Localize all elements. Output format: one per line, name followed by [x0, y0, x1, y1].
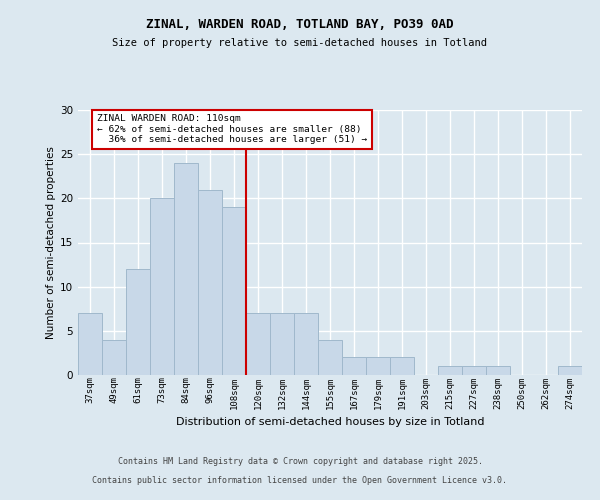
Text: ZINAL WARDEN ROAD: 110sqm
← 62% of semi-detached houses are smaller (88)
  36% o: ZINAL WARDEN ROAD: 110sqm ← 62% of semi-… [97, 114, 367, 144]
Text: ZINAL, WARDEN ROAD, TOTLAND BAY, PO39 0AD: ZINAL, WARDEN ROAD, TOTLAND BAY, PO39 0A… [146, 18, 454, 30]
Bar [342, 358, 366, 375]
Text: Contains public sector information licensed under the Open Government Licence v3: Contains public sector information licen… [92, 476, 508, 485]
Bar [174, 163, 198, 375]
Bar [318, 340, 342, 375]
Y-axis label: Number of semi-detached properties: Number of semi-detached properties [46, 146, 56, 339]
Bar [246, 313, 270, 375]
Bar [438, 366, 462, 375]
X-axis label: Distribution of semi-detached houses by size in Totland: Distribution of semi-detached houses by … [176, 417, 484, 427]
Bar [462, 366, 486, 375]
Bar [102, 340, 126, 375]
Bar [486, 366, 510, 375]
Bar [150, 198, 174, 375]
Bar [222, 207, 246, 375]
Text: Size of property relative to semi-detached houses in Totland: Size of property relative to semi-detach… [113, 38, 487, 48]
Bar [78, 313, 102, 375]
Bar [390, 358, 414, 375]
Bar [366, 358, 390, 375]
Bar [558, 366, 582, 375]
Bar [198, 190, 222, 375]
Text: Contains HM Land Registry data © Crown copyright and database right 2025.: Contains HM Land Registry data © Crown c… [118, 458, 482, 466]
Bar [294, 313, 318, 375]
Bar [270, 313, 294, 375]
Bar [126, 269, 150, 375]
